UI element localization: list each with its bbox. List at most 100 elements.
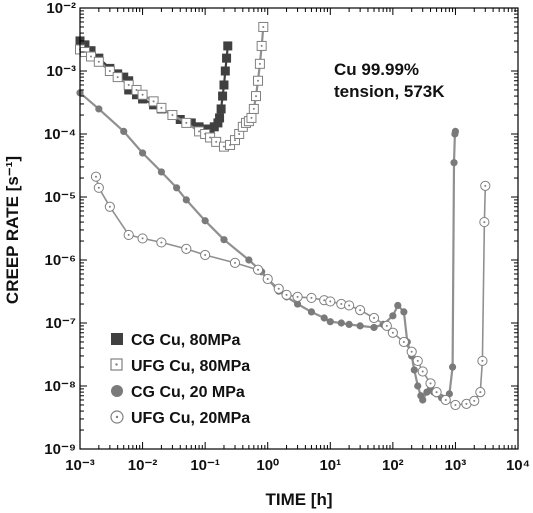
data-point-dot xyxy=(255,95,258,98)
legend-item-ufg-80: UFG Cu, 80MPa xyxy=(110,358,250,375)
data-point xyxy=(182,196,190,204)
data-point-dot xyxy=(348,304,351,307)
data-point-dot xyxy=(127,83,130,86)
series-line xyxy=(79,91,457,402)
legend-marker-dot xyxy=(115,363,118,366)
data-point xyxy=(389,312,397,320)
data-point xyxy=(320,314,328,322)
data-point-dot xyxy=(83,51,86,54)
data-point-dot xyxy=(160,106,163,109)
y-tick-label: 10⁻⁸ xyxy=(44,378,76,395)
annotation-line-1: Cu 99.99% xyxy=(334,60,419,79)
data-point-dot xyxy=(402,340,405,343)
legend-marker-dot xyxy=(115,415,119,419)
data-point xyxy=(218,91,228,101)
data-point xyxy=(419,396,427,404)
data-point-dot xyxy=(185,247,188,250)
data-point xyxy=(400,308,408,316)
data-point-dot xyxy=(198,130,201,133)
data-point-dot xyxy=(127,233,130,236)
data-point-dot xyxy=(90,55,93,58)
data-point-dot xyxy=(97,186,100,189)
data-point-dot xyxy=(141,237,144,240)
data-point-dot xyxy=(258,62,261,65)
data-point-dot xyxy=(257,268,260,271)
data-point xyxy=(119,72,129,82)
data-point-dot xyxy=(410,350,413,353)
x-tick-label: 10³ xyxy=(445,457,467,474)
x-tick-label: 10¹ xyxy=(319,457,341,474)
legend-item-ufg-20: UFG Cu, 20MPa xyxy=(110,410,250,427)
data-point-dot xyxy=(116,76,119,79)
data-point xyxy=(345,320,353,329)
data-point-dot xyxy=(204,254,207,257)
y-tick-label: 10⁻⁹ xyxy=(44,441,76,458)
data-point xyxy=(245,256,253,264)
legend-marker-filled-square xyxy=(111,333,123,345)
series-2 xyxy=(75,21,269,152)
data-point-dot xyxy=(473,399,476,402)
legend-label: UFG Cu, 80MPa xyxy=(131,358,250,375)
data-point xyxy=(138,149,147,157)
x-tick-label: 10⁻¹ xyxy=(190,457,220,474)
data-point-dot xyxy=(233,139,236,142)
data-point xyxy=(448,363,457,371)
data-point-dot xyxy=(484,184,487,187)
data-point xyxy=(222,53,232,63)
data-point-dot xyxy=(454,403,457,406)
data-point-dot xyxy=(277,287,280,290)
data-point xyxy=(370,323,378,332)
legend-label: CG Cu, 80MPa xyxy=(131,332,240,349)
legend-item-cg-80: CG Cu, 80MPa xyxy=(111,332,240,349)
legend-item-cg-20: CG Cu, 20 MPa xyxy=(111,384,245,401)
legend-label: CG Cu, 20 MPa xyxy=(131,384,245,401)
data-point-dot xyxy=(481,359,484,362)
data-point xyxy=(337,319,345,327)
data-point xyxy=(86,46,96,56)
data-point xyxy=(394,301,402,310)
data-point-dot xyxy=(141,93,144,96)
data-point-dot xyxy=(185,121,188,124)
data-point xyxy=(410,366,418,374)
data-layer xyxy=(75,21,491,411)
data-point-dot xyxy=(465,402,468,405)
data-point-dot xyxy=(135,88,138,91)
data-point-dot xyxy=(238,133,241,135)
data-point xyxy=(219,80,229,90)
y-tick-label: 10⁻⁴ xyxy=(44,126,76,143)
series-4 xyxy=(90,171,491,411)
series-line xyxy=(79,26,265,148)
data-point-dot xyxy=(285,293,288,296)
legend-label: UFG Cu, 20MPa xyxy=(131,410,250,427)
data-point xyxy=(201,217,209,225)
x-tick-label: 10⁴ xyxy=(506,457,530,474)
legend-marker-filled-circle xyxy=(111,385,123,397)
data-point-dot xyxy=(171,114,174,117)
annotation-line-2: tension, 573K xyxy=(334,82,445,101)
data-point xyxy=(356,322,364,330)
data-point-dot xyxy=(429,382,432,385)
y-axis-label: CREEP RATE [s⁻¹] xyxy=(3,156,22,304)
data-point-dot xyxy=(94,175,97,178)
series-1 xyxy=(75,36,233,134)
data-point-dot xyxy=(310,296,313,299)
data-point-dot xyxy=(296,295,299,298)
plot-frame xyxy=(79,7,519,450)
data-point-dot xyxy=(329,300,332,303)
data-point-dot xyxy=(108,205,111,208)
data-point-dot xyxy=(266,277,269,280)
x-tick-label: 10⁰ xyxy=(256,457,279,474)
x-tick-label: 10⁻² xyxy=(128,457,158,474)
data-point-dot xyxy=(250,116,253,119)
data-point-dot xyxy=(483,221,486,224)
data-point-dot xyxy=(421,370,424,373)
x-tick-label: 10² xyxy=(382,457,404,474)
data-point-dot xyxy=(435,391,438,394)
data-point xyxy=(414,382,422,390)
x-tick-label: 10⁻³ xyxy=(65,457,95,474)
data-point-dot xyxy=(108,70,111,72)
data-point xyxy=(213,118,223,128)
y-tick-label: 10⁻³ xyxy=(46,63,76,80)
data-point xyxy=(326,318,334,326)
